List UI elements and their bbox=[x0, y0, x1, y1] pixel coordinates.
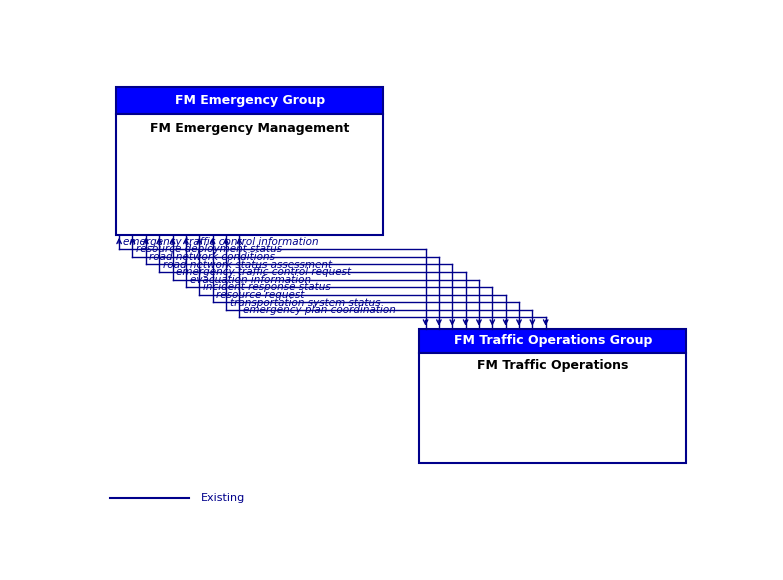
Text: FM Emergency Management: FM Emergency Management bbox=[150, 122, 349, 135]
Text: road network conditions: road network conditions bbox=[150, 252, 276, 262]
Bar bbox=[420, 353, 687, 463]
Text: transportation system status: transportation system status bbox=[229, 298, 380, 307]
Text: road network status assessment: road network status assessment bbox=[163, 260, 332, 270]
Text: emergency plan coordination: emergency plan coordination bbox=[243, 305, 395, 316]
Text: evacuation information: evacuation information bbox=[189, 275, 311, 285]
Text: FM Traffic Operations: FM Traffic Operations bbox=[478, 360, 629, 372]
Text: Existing: Existing bbox=[201, 494, 245, 503]
Text: FM Traffic Operations Group: FM Traffic Operations Group bbox=[454, 334, 652, 347]
Text: resource deployment status: resource deployment status bbox=[136, 245, 282, 255]
Text: FM Emergency Group: FM Emergency Group bbox=[175, 94, 325, 107]
Bar bbox=[116, 88, 383, 114]
Text: emergency traffic control information: emergency traffic control information bbox=[123, 237, 319, 247]
Bar bbox=[420, 329, 687, 353]
Bar bbox=[116, 114, 383, 235]
Text: incident response status: incident response status bbox=[203, 282, 330, 292]
Text: emergency traffic control request: emergency traffic control request bbox=[176, 267, 352, 277]
Text: resource request: resource request bbox=[216, 290, 305, 300]
